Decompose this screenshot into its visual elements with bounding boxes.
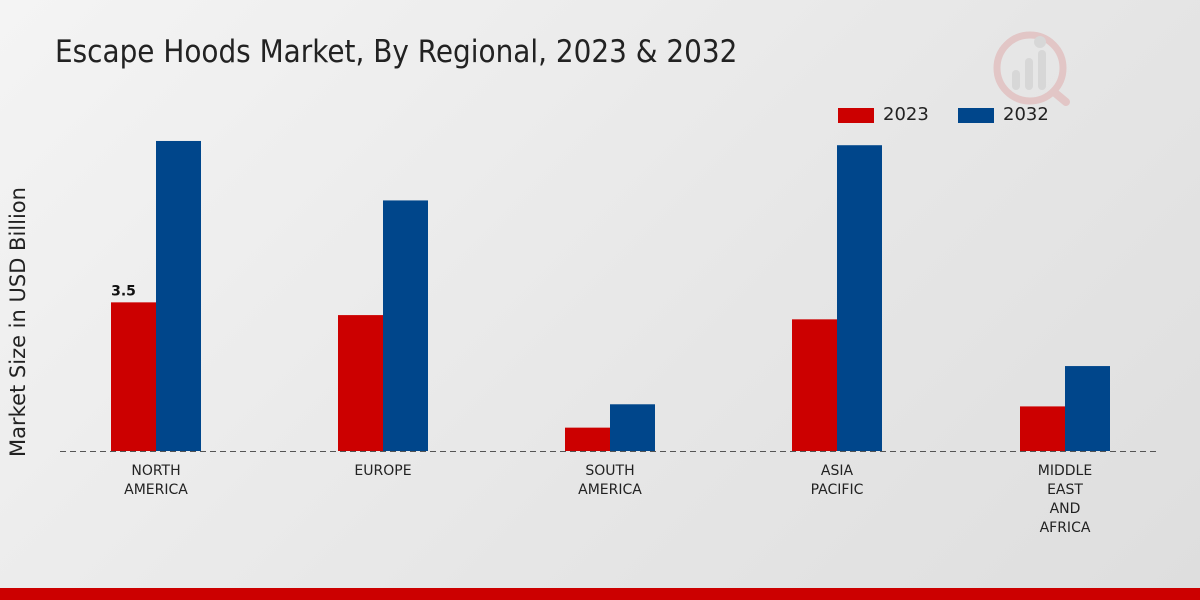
- legend-swatch-2023: [838, 108, 874, 123]
- x-tick-label-4-3: AFRICA: [1040, 520, 1091, 536]
- x-tick-label-0-1: AMERICA: [124, 482, 188, 498]
- bar-2023-0: [111, 302, 156, 451]
- legend-label-2032: 2032: [1003, 104, 1049, 125]
- x-tick-label-1-0: EUROPE: [354, 463, 411, 479]
- x-tick-label-3-0: ASIA: [821, 463, 854, 479]
- bar-2023-4: [1020, 406, 1065, 451]
- brand-logo-icon: [993, 31, 1070, 106]
- data-label-0: 3.5: [111, 283, 136, 299]
- legend-swatch-2032: [958, 108, 994, 123]
- x-tick-label-2-1: AMERICA: [578, 482, 642, 498]
- chart-title: Escape Hoods Market, By Regional, 2023 &…: [55, 34, 738, 70]
- bar-2032-0: [156, 140, 201, 451]
- x-tick-label-4-2: AND: [1050, 501, 1081, 517]
- x-tick-label-2-0: SOUTH: [585, 463, 634, 479]
- bar-2023-2: [565, 427, 610, 451]
- bar-2032-1: [383, 200, 428, 451]
- x-tick-label-0-0: NORTH: [131, 463, 180, 479]
- bar-2032-3: [837, 145, 882, 451]
- legend-label-2023: 2023: [883, 104, 929, 125]
- bottom-accent-bar: [0, 588, 1200, 600]
- bar-2032-4: [1065, 366, 1110, 451]
- x-tick-label-4-1: EAST: [1047, 482, 1083, 498]
- bar-2032-2: [610, 404, 655, 451]
- x-tick-label-4-0: MIDDLE: [1038, 463, 1092, 479]
- bar-2023-1: [338, 315, 383, 451]
- bar-2023-3: [792, 319, 837, 451]
- x-tick-label-3-1: PACIFIC: [811, 482, 864, 498]
